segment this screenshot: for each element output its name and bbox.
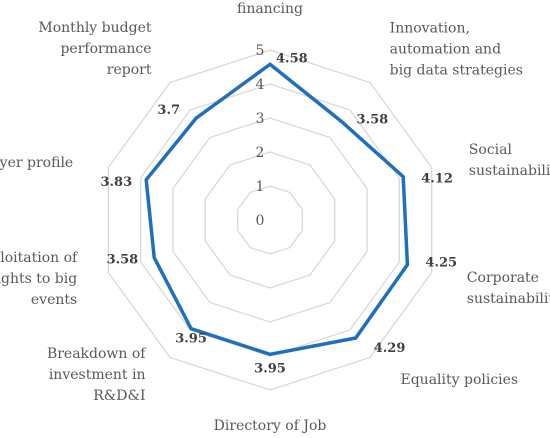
series-line bbox=[144, 62, 410, 357]
value-label: 3.58 bbox=[107, 253, 139, 268]
value-label: 3.83 bbox=[100, 175, 132, 190]
grid-ring-5 bbox=[107, 49, 433, 391]
value-label: 3.95 bbox=[175, 332, 207, 347]
category-label: Corporatesustainability bbox=[467, 270, 550, 307]
value-label: 3.7 bbox=[157, 103, 180, 118]
category-label: Equality policies bbox=[401, 372, 519, 388]
category-label: Budget andfinancing bbox=[229, 0, 311, 17]
category-label: Buyer profile bbox=[0, 155, 73, 171]
category-label: Innovation, automation and big data strate… bbox=[390, 20, 523, 78]
category-label: Monthly budget performance report bbox=[38, 20, 151, 78]
grid-ring-3 bbox=[172, 117, 368, 323]
r-tick-label: 4 bbox=[256, 77, 265, 93]
value-label: 3.58 bbox=[357, 113, 389, 128]
value-label: 4.58 bbox=[276, 51, 308, 66]
category-label: Breakdown of investment in R&D&I bbox=[47, 346, 147, 404]
value-label: 4.25 bbox=[425, 256, 457, 271]
value-label: 4.12 bbox=[421, 172, 453, 187]
r-tick-label: 2 bbox=[256, 145, 265, 161]
r-tick-label: 0 bbox=[256, 213, 265, 229]
category-label: Socialsustainability bbox=[469, 142, 550, 179]
r-tick-label: 3 bbox=[256, 111, 265, 127]
grid-ring-2 bbox=[204, 151, 336, 289]
grid-ring-1 bbox=[237, 185, 303, 255]
category-label: Directory of JobTitles bbox=[214, 418, 327, 438]
r-tick-label: 1 bbox=[256, 179, 265, 195]
value-label: 4.29 bbox=[374, 341, 406, 356]
r-tick-label: 5 bbox=[256, 43, 265, 59]
value-label: 3.95 bbox=[254, 361, 286, 376]
